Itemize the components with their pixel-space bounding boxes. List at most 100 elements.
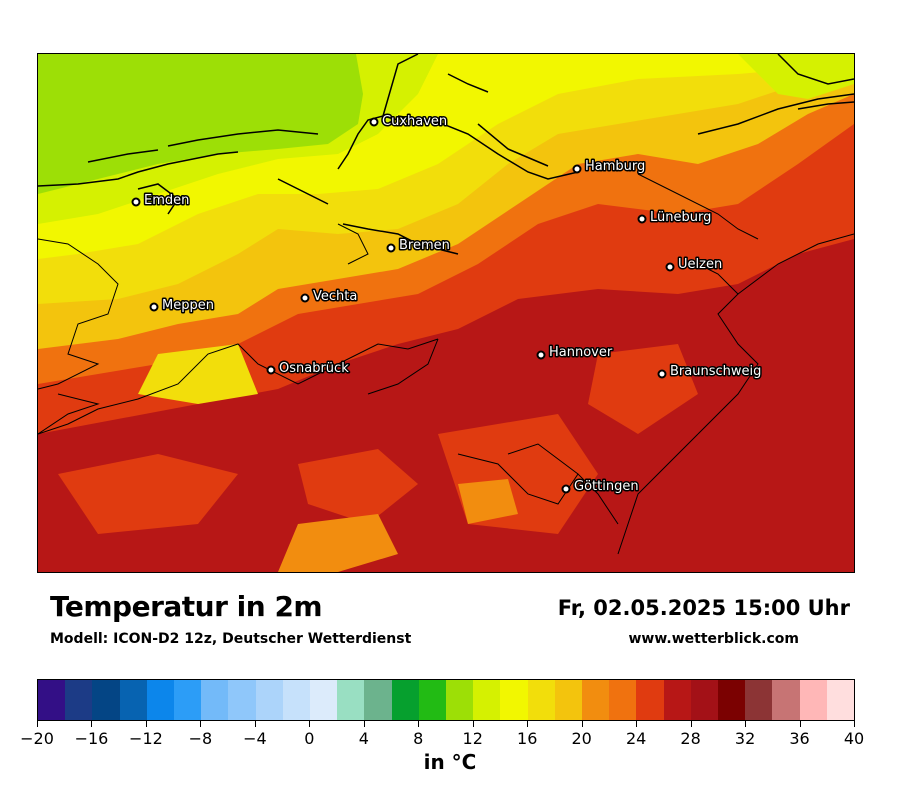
- legend-tick: [527, 721, 529, 727]
- city-vechta: Vechta: [300, 288, 359, 306]
- legend-tick-label: 12: [462, 729, 483, 748]
- city-osnabrueck: Osnabrück: [266, 360, 351, 378]
- legend-color-swatch: [92, 680, 120, 720]
- legend-color-swatch: [174, 680, 202, 720]
- legend-tick: [418, 721, 420, 727]
- temp-patch: [138, 344, 258, 404]
- city-dot: [386, 243, 396, 253]
- city-lueneburg: Lüneburg: [637, 209, 713, 227]
- city-label: Lüneburg: [650, 210, 711, 225]
- legend-color-swatch: [310, 680, 338, 720]
- legend-tick: [37, 721, 38, 727]
- legend-color-swatch: [772, 680, 800, 720]
- legend-color-swatch: [446, 680, 474, 720]
- legend-tick-label: 20: [571, 729, 592, 748]
- city-cuxhaven: Cuxhaven: [369, 113, 449, 131]
- coastlines: [38, 54, 854, 255]
- legend-tick: [91, 721, 93, 727]
- legend-tick-label: 24: [625, 729, 647, 748]
- temp-patch: [738, 54, 854, 99]
- city-label: Uelzen: [678, 257, 722, 272]
- legend-tick: [854, 721, 855, 727]
- legend-tick-label: −4: [243, 729, 267, 748]
- valid-datetime: Fr, 02.05.2025 15:00 Uhr: [557, 596, 850, 620]
- legend-tick-label: −8: [188, 729, 213, 748]
- temperature-map: Cuxhaven Hamburg Emden Lüneburg Bremen U…: [37, 53, 855, 573]
- city-dot: [131, 197, 141, 207]
- temp-patch: [278, 514, 398, 572]
- legend-tick: [254, 721, 256, 727]
- city-label: Emden: [144, 193, 189, 208]
- legend-tick: [636, 721, 638, 727]
- legend-tick: [799, 721, 801, 727]
- city-markers: Cuxhaven Hamburg Emden Lüneburg Bremen U…: [131, 113, 763, 496]
- city-label: Meppen: [162, 298, 214, 313]
- city-dot: [572, 164, 582, 174]
- temp-patch: [298, 449, 418, 524]
- city-label: Göttingen: [574, 479, 639, 494]
- city-bremen: Bremen: [386, 237, 451, 255]
- city-meppen: Meppen: [149, 297, 215, 315]
- legend-color-swatch: [418, 680, 447, 720]
- temp-patch: [58, 454, 238, 534]
- legend-color-swatch: [65, 680, 93, 720]
- legend-color-swatch: [38, 680, 66, 720]
- legend-color-swatch: [228, 680, 256, 720]
- legend-tick: [472, 721, 474, 727]
- city-dot: [536, 350, 546, 360]
- city-dot: [637, 214, 647, 224]
- legend-tick-label: 32: [734, 729, 756, 748]
- legend-color-swatch: [255, 680, 283, 720]
- city-label: Hamburg: [585, 159, 645, 174]
- city-label: Braunschweig: [670, 364, 761, 379]
- legend-color-swatch: [799, 680, 827, 720]
- city-goettingen: Göttingen: [561, 478, 640, 496]
- legend-color-swatch: [282, 680, 311, 720]
- legend-tick: [200, 721, 202, 727]
- legend-tick: [581, 721, 583, 727]
- map-canvas: Cuxhaven Hamburg Emden Lüneburg Bremen U…: [38, 54, 854, 572]
- legend-color-swatch: [119, 680, 147, 720]
- legend-color-swatch: [745, 680, 773, 720]
- legend-color-swatch: [690, 680, 719, 720]
- legend-tick-label: −20: [20, 729, 54, 748]
- legend-color-swatch: [826, 680, 855, 720]
- city-label: Osnabrück: [279, 361, 349, 376]
- city-label: Hannover: [549, 345, 613, 360]
- legend-tick: [363, 721, 365, 727]
- legend-color-swatch: [636, 680, 664, 720]
- city-label: Vechta: [313, 289, 357, 304]
- legend-color-swatch: [663, 680, 691, 720]
- legend-tick: [690, 721, 692, 727]
- legend-color-swatch: [582, 680, 610, 720]
- legend-color-swatch: [201, 680, 229, 720]
- legend-color-swatch: [718, 680, 746, 720]
- city-label: Bremen: [399, 238, 450, 253]
- legend-tick-label: 0: [304, 729, 315, 748]
- legend-tick: [309, 721, 311, 727]
- city-hamburg: Hamburg: [572, 158, 647, 176]
- temp-field-sea: [38, 54, 363, 194]
- legend-color-swatch: [500, 680, 528, 720]
- city-dot: [266, 365, 276, 375]
- legend-color-swatch: [473, 680, 501, 720]
- legend-color-swatch: [391, 680, 419, 720]
- city-dot: [149, 302, 159, 312]
- city-hannover: Hannover: [536, 344, 614, 362]
- legend-tick-label: 8: [413, 729, 424, 748]
- legend-tick-label: 40: [843, 729, 865, 748]
- color-legend-bar: [37, 679, 855, 721]
- map-title: Temperatur in 2m: [50, 590, 323, 623]
- legend-color-swatch: [527, 680, 555, 720]
- legend-tick-label: 16: [517, 729, 538, 748]
- city-emden: Emden: [131, 192, 191, 210]
- city-dot: [665, 262, 675, 272]
- legend-unit: in °C: [423, 750, 477, 774]
- legend-tick-label: −16: [74, 729, 109, 748]
- city-uelzen: Uelzen: [665, 256, 724, 274]
- city-label: Cuxhaven: [382, 114, 447, 129]
- state-borders: [38, 173, 854, 555]
- legend-color-swatch: [609, 680, 637, 720]
- legend-tick-label: 36: [789, 729, 810, 748]
- legend-color-swatch: [364, 680, 392, 720]
